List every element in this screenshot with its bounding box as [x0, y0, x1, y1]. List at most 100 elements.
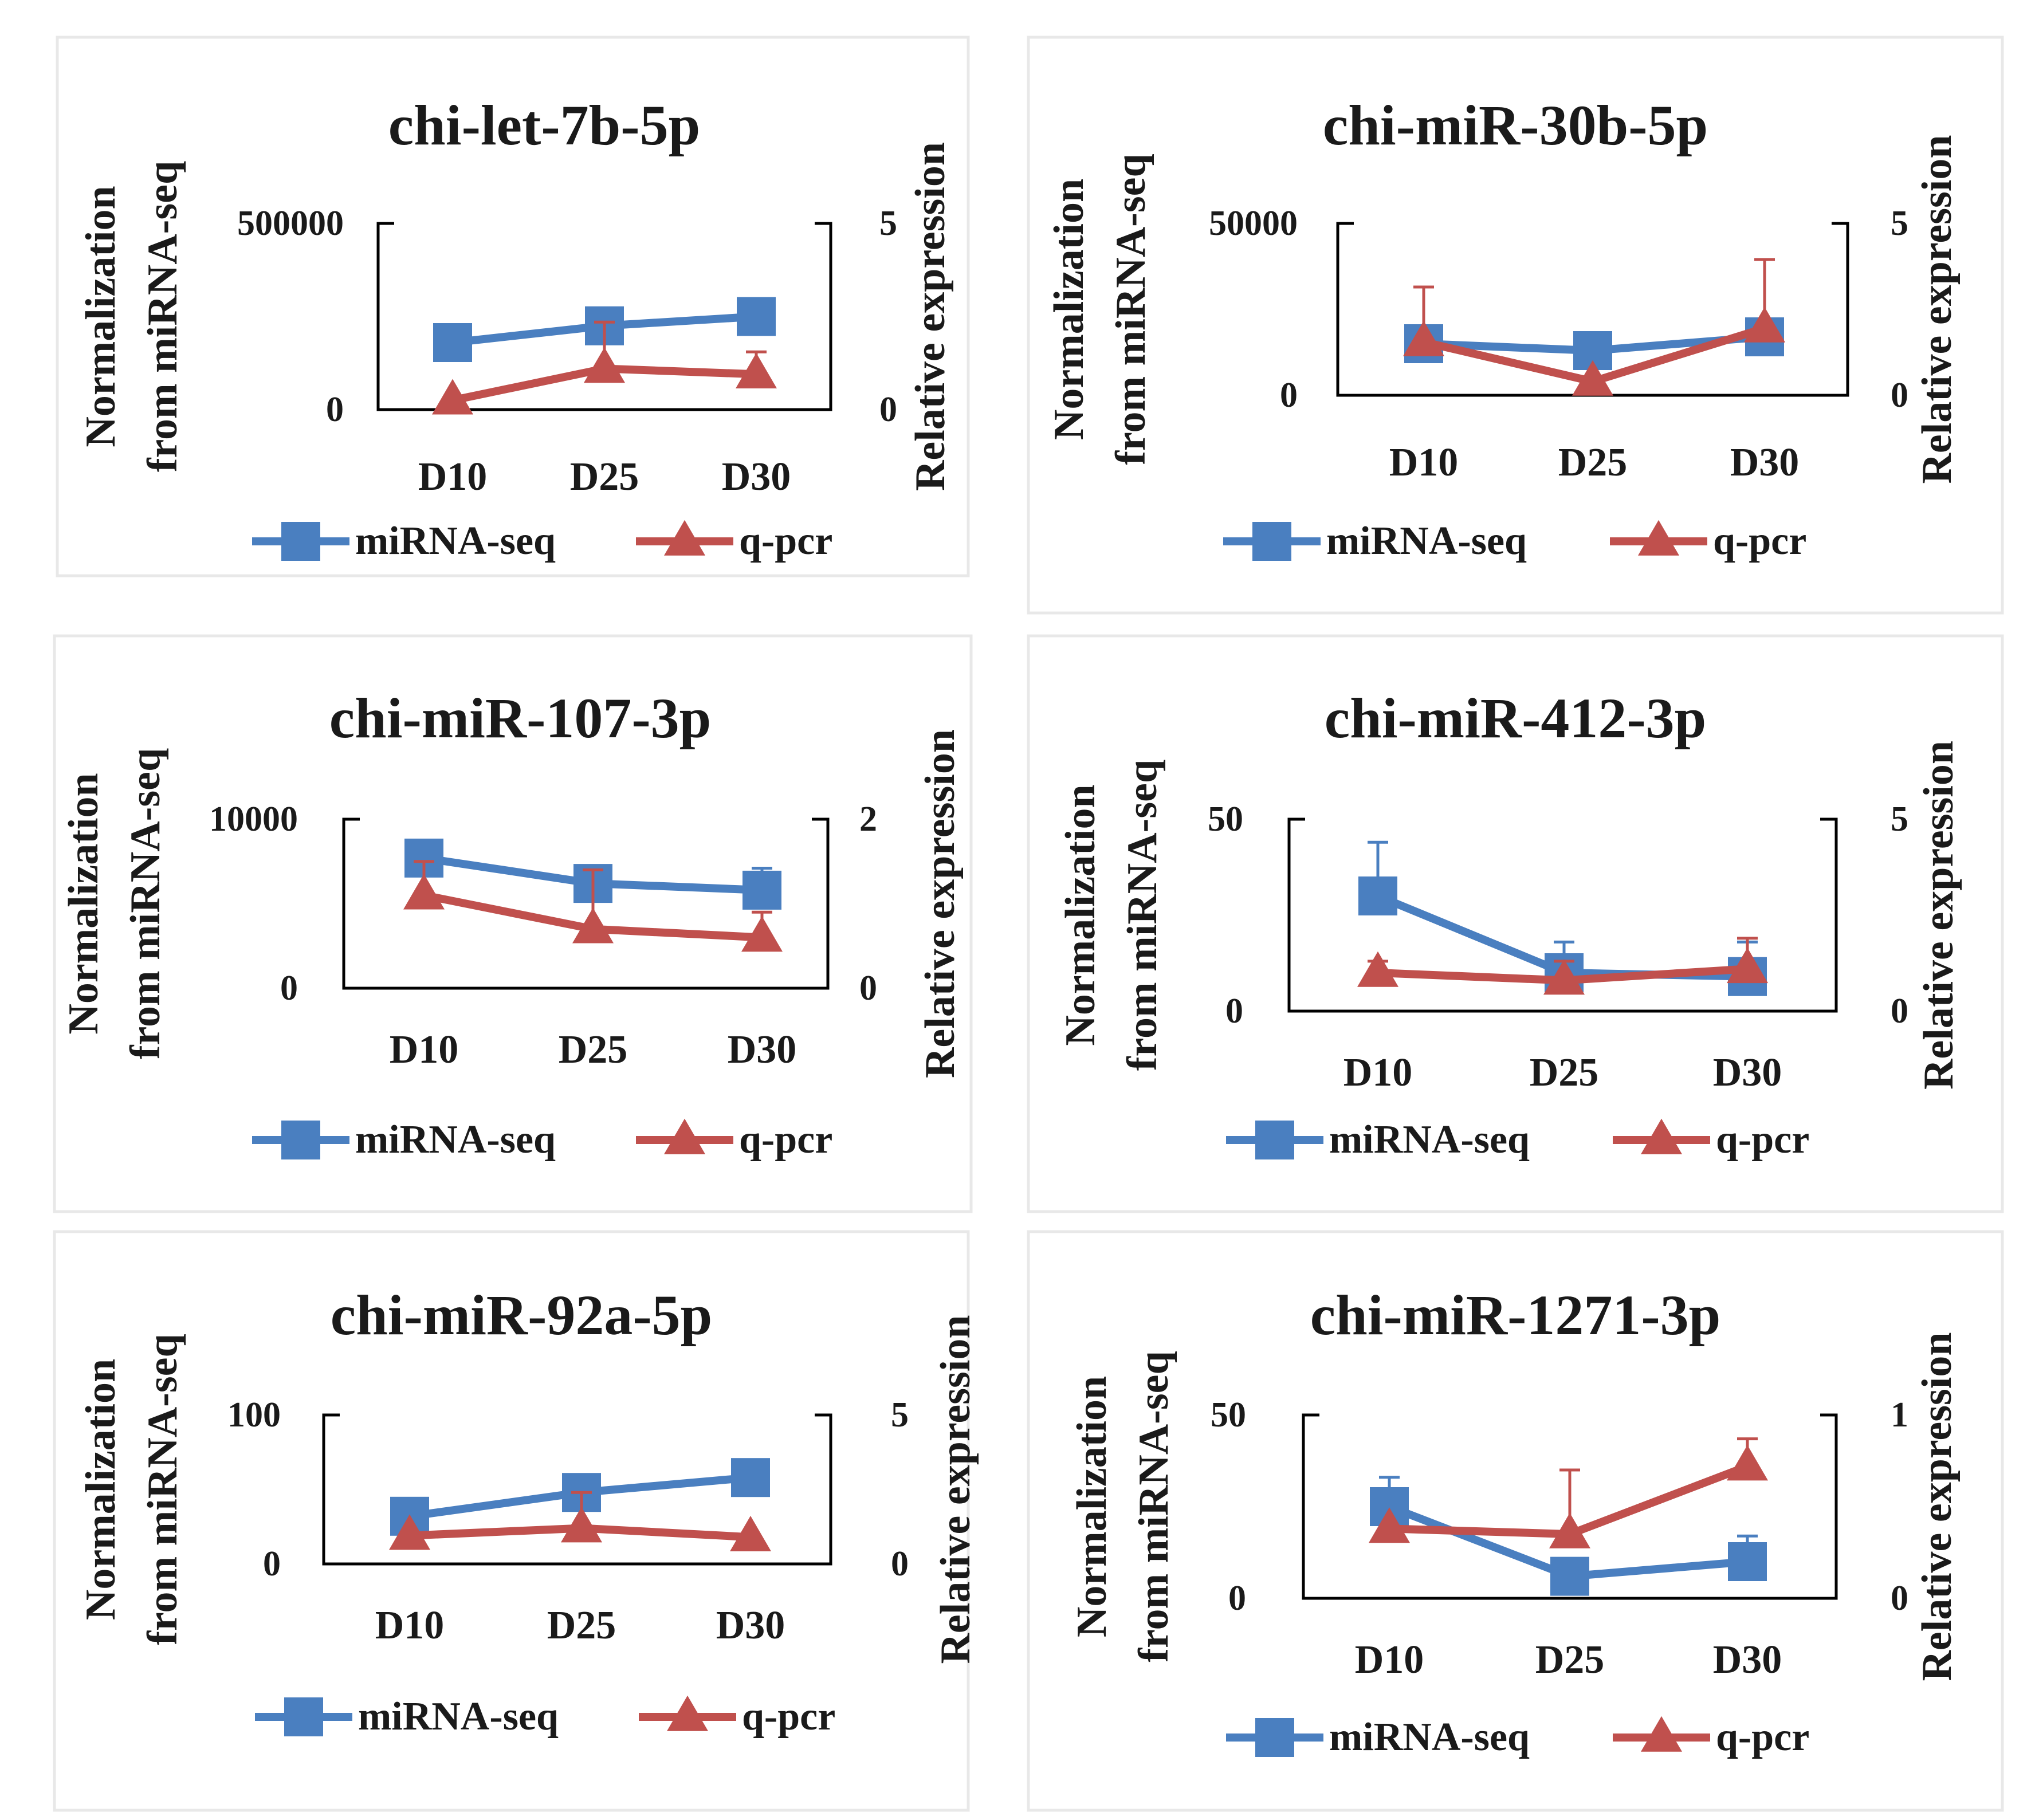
y-axis-label-line-2: from miRNA-seq: [139, 161, 186, 472]
axis-frame: [322, 1413, 832, 1566]
legend: miRNA-seq q-pcr: [252, 1118, 832, 1162]
y-tick-left-min: 0: [326, 390, 344, 429]
legend-label-qpcr: q-pcr: [739, 1118, 832, 1162]
x-tick-label: D25: [570, 455, 639, 499]
series-mirna-seq: [1404, 317, 1784, 370]
legend-label-mirna-seq: miRNA-seq: [355, 519, 556, 563]
y-tick-right-max: 5: [1891, 204, 1908, 243]
y-tick-left-max: 10000: [209, 800, 298, 839]
chart-title: chi-miR-107-3p: [329, 686, 712, 750]
data-point: [572, 907, 614, 944]
y-tick-right-min: 0: [859, 969, 877, 1008]
y-axis-label-line-1: Normalization: [1046, 179, 1093, 440]
legend-marker-qpcr: [1641, 1118, 1682, 1154]
chart-panel-2: chi-miR-30b-5p 0 50000 0 5 D10 D25 D30 Normaliza…: [1027, 36, 2004, 615]
legend-label-mirna-seq: miRNA-seq: [1326, 519, 1527, 563]
x-tick-label: D30: [1713, 1051, 1782, 1095]
legend-label-mirna-seq: miRNA-seq: [355, 1118, 556, 1162]
x-tick-label: D30: [1730, 441, 1800, 485]
legend: miRNA-seq q-pcr: [1226, 1715, 1809, 1759]
legend-marker-qpcr: [667, 1695, 708, 1731]
y2-axis-label: Relative expression: [1914, 135, 1961, 484]
data-point: [1744, 306, 1785, 343]
data-point: [389, 1514, 430, 1550]
legend-label-qpcr: q-pcr: [739, 519, 832, 563]
y-tick-right-max: 2: [859, 800, 877, 839]
legend-label-qpcr: q-pcr: [742, 1695, 835, 1739]
legend-marker-qpcr: [664, 520, 705, 556]
data-point: [433, 323, 472, 362]
data-point: [1572, 360, 1613, 396]
legend-marker-qpcr: [1638, 520, 1679, 556]
y2-axis-label: Relative expression: [917, 729, 964, 1078]
legend: miRNA-seq q-pcr: [252, 519, 832, 563]
y-axis-label-line-1: Normalization: [77, 1359, 124, 1620]
panel-border: [56, 36, 970, 577]
y-tick-left-min: 0: [1228, 1579, 1246, 1618]
series-qpcr: [432, 320, 777, 415]
y-tick-right-max: 1: [1891, 1396, 1908, 1434]
data-point: [730, 1516, 771, 1551]
data-point: [1728, 1542, 1767, 1581]
axis-frame: [1302, 1413, 1838, 1600]
data-point: [1357, 951, 1398, 987]
series-qpcr: [403, 860, 783, 952]
legend-marker-mirna-seq: [1255, 1718, 1294, 1757]
y-tick-right-max: 5: [879, 204, 897, 243]
axis-frame: [342, 817, 830, 990]
legend-marker-mirna-seq: [284, 1697, 323, 1736]
chart-panel-5: chi-miR-92a-5p 0 100 0 5 D10 D25 D30 Normalizati…: [53, 1230, 979, 1812]
data-point: [432, 379, 473, 415]
legend-marker-mirna-seq: [281, 1121, 320, 1159]
panel-border: [1027, 634, 2004, 1213]
y-tick-left-min: 0: [1280, 376, 1298, 415]
chart-title: chi-miR-412-3p: [1325, 686, 1707, 750]
panel-border: [53, 1230, 970, 1812]
panel-border: [53, 634, 973, 1213]
legend: miRNA-seq q-pcr: [1223, 519, 1806, 563]
data-point: [741, 916, 783, 952]
legend-label-qpcr: q-pcr: [1716, 1715, 1809, 1759]
y-tick-left-max: 100: [227, 1396, 281, 1434]
x-tick-label: D25: [1530, 1051, 1599, 1095]
x-tick-label: D25: [547, 1603, 616, 1648]
y-tick-right-min: 0: [879, 390, 897, 429]
data-point: [737, 297, 776, 336]
y-tick-right-min: 0: [891, 1544, 909, 1583]
series-qpcr: [1369, 1437, 1768, 1548]
y-tick-right-max: 5: [1891, 800, 1908, 839]
y-axis-label-line-2: from miRNA-seq: [1119, 760, 1166, 1071]
y-axis-label-line-1: Normalization: [1057, 784, 1104, 1045]
legend: miRNA-seq q-pcr: [255, 1695, 835, 1739]
x-tick-label: D30: [728, 1028, 797, 1072]
data-point: [1727, 948, 1768, 984]
y-axis-label-line-1: Normalization: [60, 773, 107, 1034]
y-tick-right-min: 0: [1891, 376, 1908, 415]
data-point: [736, 353, 777, 389]
data-point: [1549, 1512, 1590, 1548]
legend: miRNA-seq q-pcr: [1226, 1118, 1809, 1162]
data-point: [1403, 320, 1444, 356]
series-qpcr: [1403, 258, 1785, 396]
chart-panel-6: chi-miR-1271-3p 0 50 0 1 D10 D25 D30 Normalizati…: [1027, 1230, 2004, 1812]
y-tick-left-max: 50: [1208, 800, 1243, 839]
x-tick-label: D25: [559, 1028, 628, 1072]
chart-panel-1: chi-let-7b-5p 0 500000 0 5 D10 D25 D30 Normaliza…: [56, 36, 970, 577]
x-tick-label: D25: [1558, 441, 1628, 485]
axis-frame: [376, 222, 832, 411]
y-axis-label-line-1: Normalization: [1068, 1376, 1115, 1637]
y2-axis-label: Relative expression: [1914, 1332, 1961, 1681]
data-point: [742, 870, 781, 910]
axis-frame: [1287, 817, 1838, 1013]
data-point: [584, 347, 625, 383]
x-tick-label: D30: [1713, 1638, 1782, 1682]
x-tick-label: D10: [1389, 441, 1459, 485]
series-mirna-seq: [433, 297, 776, 362]
y-tick-left-min: 0: [263, 1544, 281, 1583]
y-axis-label-line-2: from miRNA-seq: [1107, 154, 1154, 465]
chart-title: chi-miR-30b-5p: [1323, 93, 1708, 157]
panel-border: [1027, 36, 2004, 615]
legend-marker-qpcr: [664, 1118, 705, 1154]
y2-axis-label: Relative expression: [907, 142, 954, 491]
legend-marker-mirna-seq: [281, 522, 320, 561]
